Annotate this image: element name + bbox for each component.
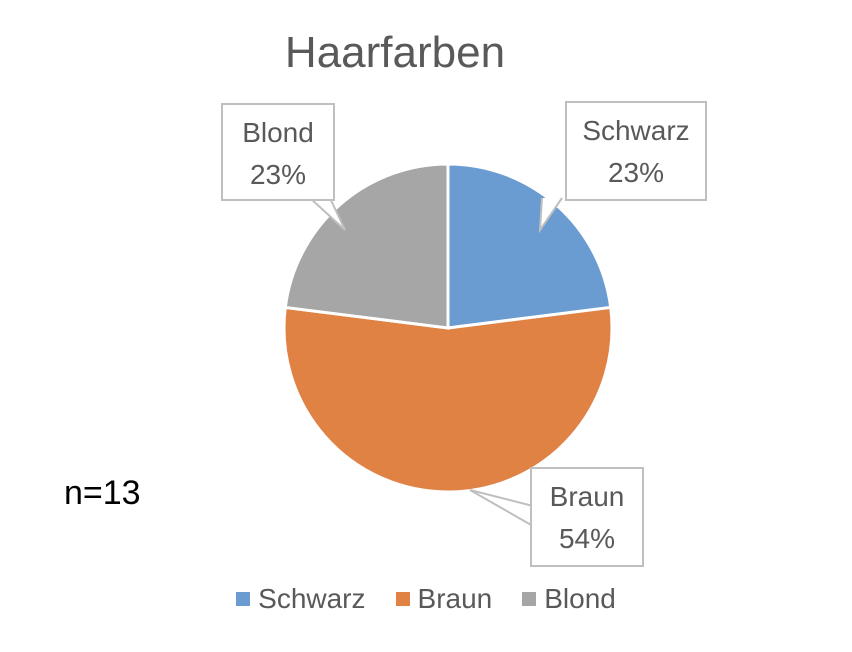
legend: Schwarz Braun Blond [0,583,852,615]
data-label-category: Schwarz [582,115,689,146]
legend-swatch [236,592,251,606]
sample-size-note: n=13 [64,474,141,512]
legend-swatch [522,592,537,606]
legend-swatch [395,592,410,606]
data-label-schwarz: Schwarz 23% [538,101,707,234]
data-label-value: 23% [250,159,306,190]
data-label-category: Braun [550,481,625,512]
pie-slice-blond [283,162,450,330]
legend-label: Braun [417,583,493,614]
legend-item-schwarz: Schwarz [236,583,366,615]
data-label-braun: Braun 54% [469,467,644,567]
legend-item-braun: Braun [395,583,493,615]
data-label-value: 54% [559,523,615,554]
data-label-category: Blond [242,117,314,148]
data-label-value: 23% [608,157,664,188]
legend-label: Blond [544,583,616,614]
data-label-blond: Blond 23% [221,103,346,231]
pie-slice-braun [282,305,614,494]
legend-label: Schwarz [258,583,366,614]
legend-item-blond: Blond [522,583,616,615]
chart-title: Haarfarben [284,28,506,77]
